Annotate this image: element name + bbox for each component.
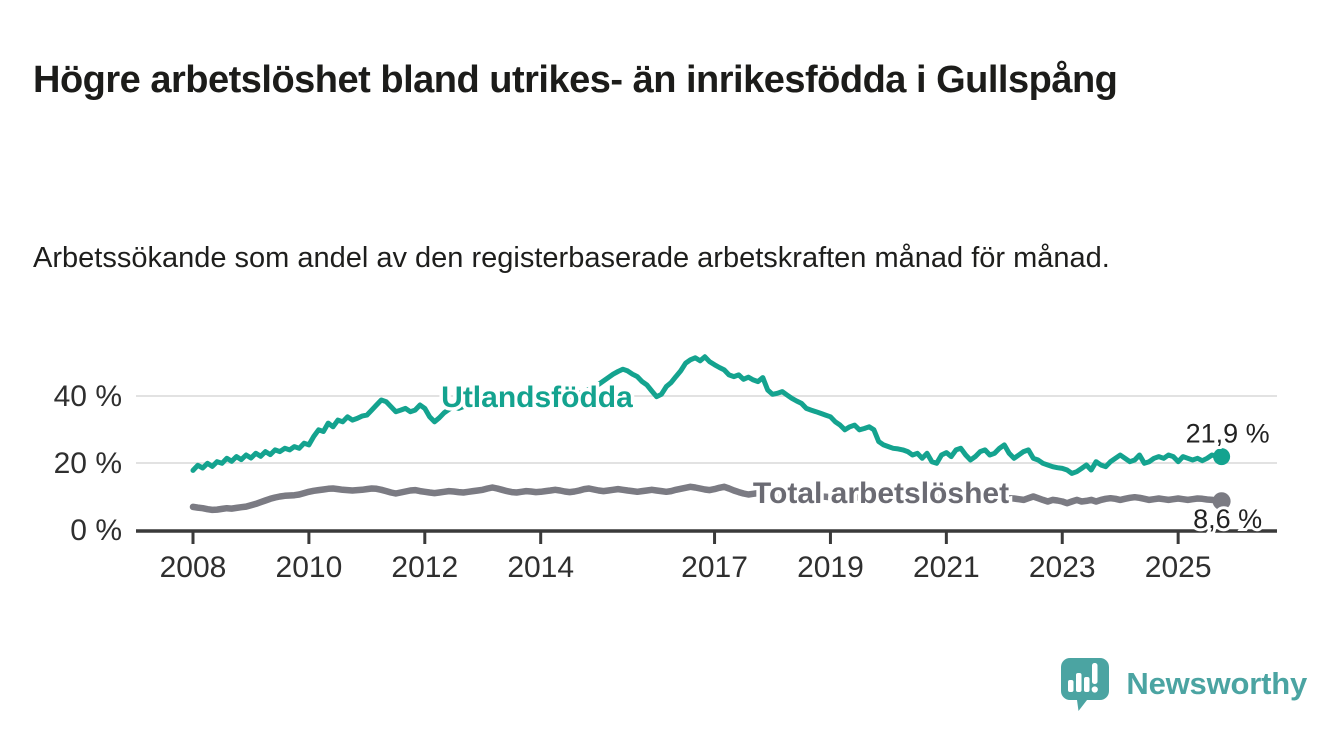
series-label: Total arbetslöshet (753, 477, 1009, 510)
total-end-dot (1212, 492, 1231, 511)
y-tick-label: 40 % (54, 380, 122, 413)
utlandsfodda-line (190, 354, 1225, 476)
x-tick-label: 2014 (507, 551, 574, 584)
chart-subtitle: Arbetssökande som andel av den registerb… (33, 242, 1110, 274)
series-lines: 21,9 % 8,6 % (189, 354, 1273, 537)
x-tick-label: 2017 (681, 551, 748, 584)
series-labels: Utlandsfödda Total arbetslöshet (438, 378, 1013, 514)
end-value-label: 21,9 % (1186, 419, 1270, 449)
x-tick-label: 2023 (1029, 551, 1096, 584)
x-axis: 2008 2010 2012 2014 2017 2019 2021 2023 2025 (136, 529, 1277, 584)
y-tick-label: 20 % (54, 447, 122, 480)
end-value-label: 8,6 % (1193, 504, 1262, 534)
x-tick-label: 2025 (1145, 551, 1212, 584)
newsworthy-logo[interactable]: Newsworthy (1059, 656, 1307, 712)
gridlines (136, 395, 1277, 464)
x-tick-label: 2019 (797, 551, 864, 584)
newsworthy-logo-text: Newsworthy (1126, 666, 1307, 701)
total-line (189, 483, 1225, 514)
y-axis-labels: 0 % 20 % 40 % (54, 380, 122, 547)
x-tick-label: 2021 (913, 551, 980, 584)
x-tick-label: 2012 (391, 551, 458, 584)
y-tick-label: 0 % (70, 514, 122, 547)
newsworthy-chart-bubble-icon (1061, 658, 1110, 711)
series-label: Utlandsfödda (441, 381, 633, 414)
utlandsfodda-end-dot (1213, 448, 1231, 466)
page-title: Högre arbetslöshet bland utrikes- än inr… (33, 59, 1118, 102)
x-tick-label: 2010 (276, 551, 343, 584)
x-tick-label: 2008 (160, 551, 227, 584)
